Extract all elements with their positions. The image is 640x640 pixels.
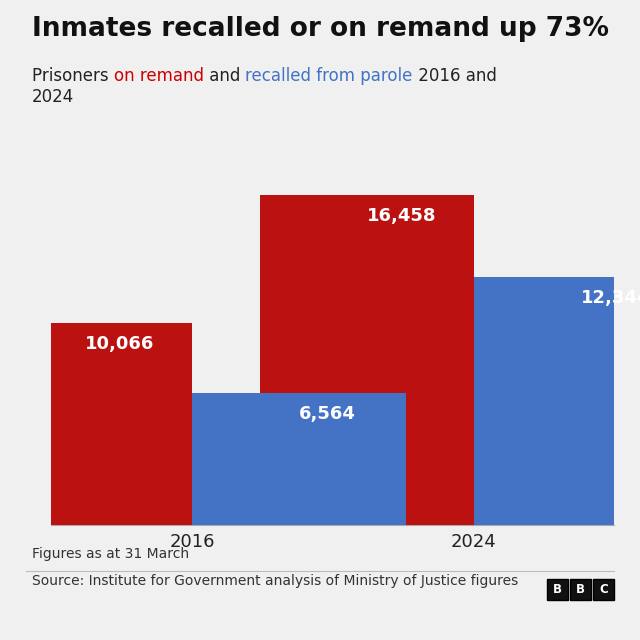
Text: C: C <box>600 583 608 596</box>
Text: 6,564: 6,564 <box>299 405 356 423</box>
Bar <box>192 393 406 525</box>
Text: Prisoners: Prisoners <box>32 67 114 85</box>
Text: Inmates recalled or on remand up 73%: Inmates recalled or on remand up 73% <box>32 16 609 42</box>
Bar <box>260 195 474 525</box>
Text: B: B <box>576 583 586 596</box>
Text: 2024: 2024 <box>32 88 74 106</box>
Text: 2016 and: 2016 and <box>413 67 497 85</box>
Text: Source: Institute for Government analysis of Ministry of Justice figures: Source: Institute for Government analysi… <box>32 574 518 588</box>
Text: 10,066: 10,066 <box>85 335 154 353</box>
Text: Figures as at 31 March: Figures as at 31 March <box>32 547 189 561</box>
Text: 16,458: 16,458 <box>367 207 436 225</box>
Text: 12,344: 12,344 <box>580 289 640 307</box>
Bar <box>474 277 640 525</box>
Text: B: B <box>553 583 563 596</box>
Text: on remand: on remand <box>114 67 204 85</box>
Text: recalled from parole: recalled from parole <box>246 67 413 85</box>
Text: and: and <box>204 67 246 85</box>
Bar <box>0 323 192 525</box>
